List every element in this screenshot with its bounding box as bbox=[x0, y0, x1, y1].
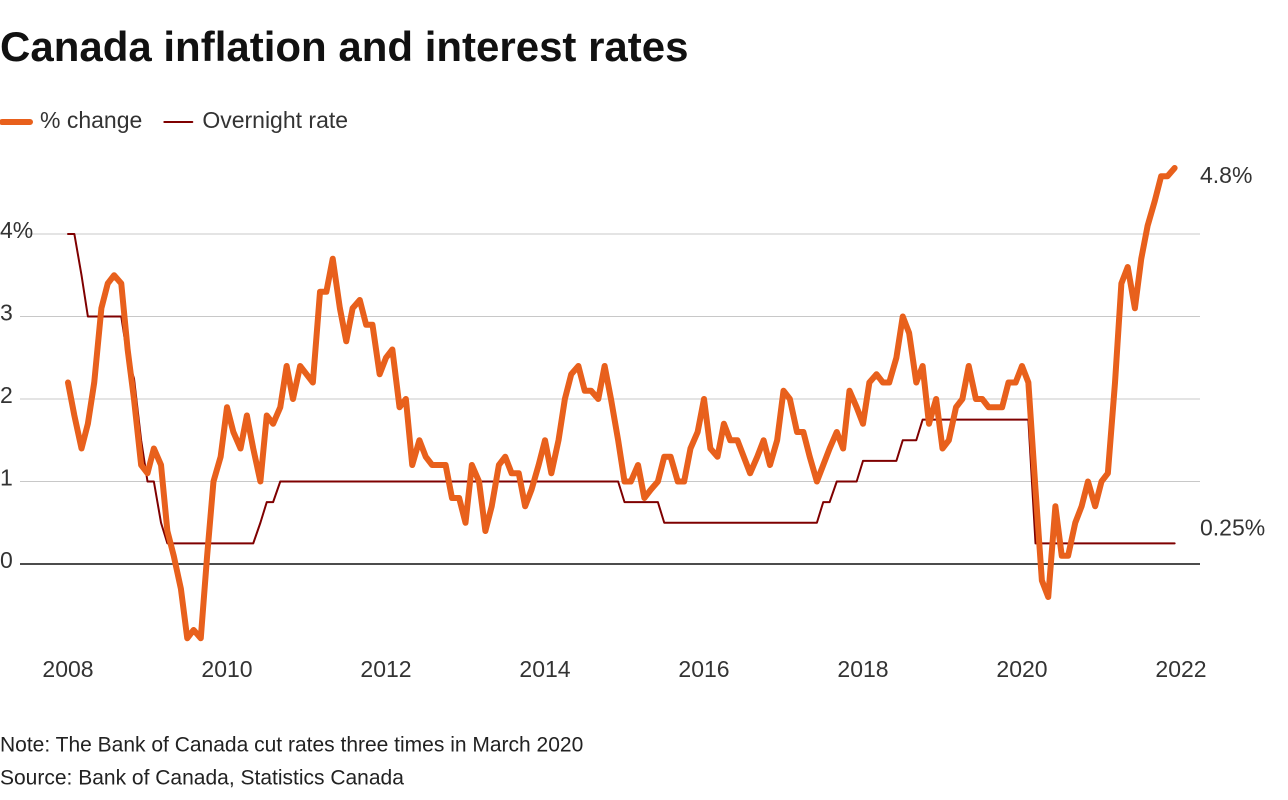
legend-label: % change bbox=[40, 107, 142, 133]
source: Source: Bank of Canada, Statistics Canad… bbox=[0, 767, 404, 790]
y-tick-label: 4% bbox=[0, 217, 33, 243]
y-tick-label: 3 bbox=[0, 300, 13, 326]
x-tick-label: 2016 bbox=[678, 656, 729, 682]
y-tick-label: 1 bbox=[0, 465, 13, 491]
series-line bbox=[65, 165, 1178, 642]
end-label: 0.25% bbox=[1200, 514, 1265, 540]
series-line bbox=[67, 233, 1176, 545]
x-tick-label: 2022 bbox=[1155, 656, 1206, 682]
chart-title: Canada inflation and interest rates bbox=[0, 23, 689, 70]
x-tick-label: 2020 bbox=[996, 656, 1047, 682]
end-label: 4.8% bbox=[1200, 162, 1252, 188]
y-tick-label: 0 bbox=[0, 547, 13, 573]
x-tick-label: 2012 bbox=[360, 656, 411, 682]
legend-label: Overnight rate bbox=[202, 107, 348, 133]
note: Note: The Bank of Canada cut rates three… bbox=[0, 734, 583, 757]
x-tick-label: 2010 bbox=[201, 656, 252, 682]
x-tick-label: 2018 bbox=[837, 656, 888, 682]
x-tick-label: 2008 bbox=[42, 656, 93, 682]
y-tick-label: 2 bbox=[0, 382, 13, 408]
x-tick-label: 2014 bbox=[519, 656, 570, 682]
